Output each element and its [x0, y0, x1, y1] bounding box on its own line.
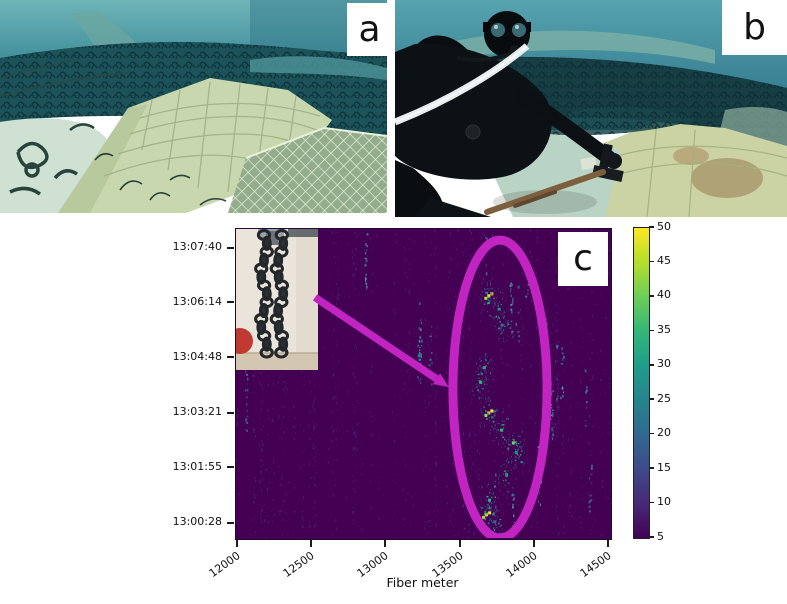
- x-tick-mark: [310, 539, 313, 547]
- instrument-tool: [580, 143, 624, 182]
- colorbar-tick-mark: [649, 432, 654, 435]
- colorbar-tick-mark: [649, 364, 654, 366]
- colorbar-tick-mark: [649, 295, 654, 297]
- seagrass-strands-a: [94, 152, 227, 206]
- y-tick-mark: [227, 301, 234, 304]
- y-tick-mark: [227, 356, 234, 359]
- y-tick-label: 13:00:28: [172, 515, 222, 529]
- panel-label-a: a: [347, 3, 392, 56]
- panel-label-a-text: a: [358, 8, 381, 50]
- colorbar-tick-label: 15: [657, 460, 671, 474]
- colorbar-tick-mark: [649, 260, 654, 263]
- x-tick-mark: [607, 539, 610, 547]
- chain-inset-photo: [227, 228, 318, 370]
- colorbar-tick-label: 30: [657, 357, 671, 371]
- y-tick-label: 13:06:14: [172, 294, 222, 308]
- photo-b-art: [395, 0, 787, 217]
- colorbar-tick-label: 40: [657, 288, 671, 302]
- colorbar: [633, 227, 650, 539]
- colorbar-tick-mark: [649, 329, 654, 332]
- y-tick-mark: [227, 411, 234, 414]
- x-axis-title: Fiber meter: [386, 575, 459, 590]
- mesh-net-a: [228, 126, 387, 213]
- colorbar-tick-mark: [649, 467, 654, 469]
- panel-label-c: c: [558, 232, 608, 286]
- photo-a-art: [0, 0, 387, 213]
- colorbar-tick-mark: [649, 226, 654, 228]
- chain-debris-a: [9, 123, 95, 196]
- y-tick-label: 13:03:21: [172, 405, 222, 419]
- photo-panel-a: [0, 0, 387, 213]
- colorbar-tick-mark: [649, 398, 654, 400]
- panel-label-c-text: c: [573, 238, 593, 279]
- seabed-scene-b: [395, 0, 787, 217]
- x-tick-mark: [532, 539, 535, 547]
- y-tick-label: 13:07:40: [172, 240, 222, 254]
- colorbar-tick-label: 35: [657, 322, 671, 336]
- y-tick-label: 13:01:55: [172, 459, 222, 473]
- colorbar-tick-mark: [649, 501, 654, 504]
- x-tick-mark: [235, 539, 238, 547]
- chain-links: [254, 228, 290, 359]
- x-tick-mark: [458, 539, 461, 547]
- colorbar-tick-mark: [649, 536, 654, 538]
- chain-photo-art: [227, 228, 318, 370]
- tool-handle: [484, 169, 606, 215]
- x-tick-mark: [384, 539, 387, 547]
- colorbar-tick-label: 45: [657, 253, 671, 267]
- y-tick-mark: [227, 246, 234, 249]
- y-tick-mark: [227, 521, 234, 524]
- seabed-scene-a: [0, 0, 387, 213]
- diver-fin: [415, 198, 491, 217]
- panel-label-b-text: b: [743, 6, 766, 48]
- photo-panel-b: [395, 0, 787, 217]
- diver-mask: [488, 20, 529, 40]
- diver-arm: [515, 88, 617, 166]
- colorbar-tick-label: 25: [657, 391, 671, 405]
- panel-label-b: b: [722, 0, 787, 55]
- colorbar-tick-label: 10: [657, 495, 671, 509]
- y-tick-label: 13:04:48: [172, 349, 222, 363]
- y-tick-mark: [227, 466, 234, 469]
- colorbar-tick-label: 5: [657, 529, 664, 543]
- colorbar-tick-label: 50: [657, 219, 671, 233]
- colorbar-tick-label: 20: [657, 426, 671, 440]
